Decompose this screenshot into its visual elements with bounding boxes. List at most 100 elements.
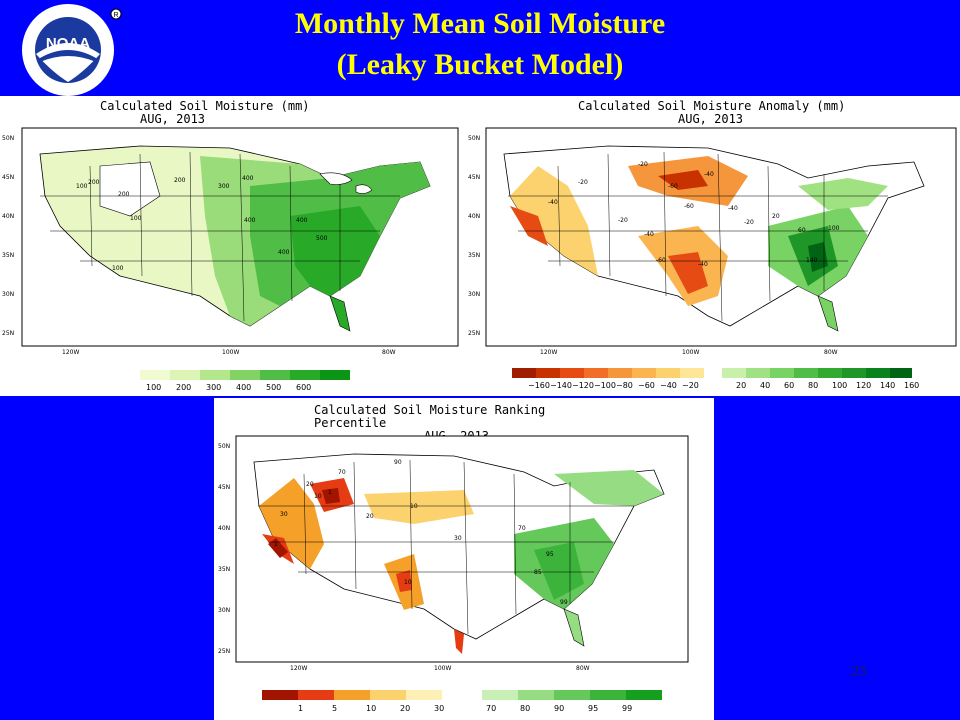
contour-label: -40 (704, 171, 714, 178)
colorbar-swatch (320, 370, 350, 380)
contour-label: 140 (806, 257, 818, 264)
contour-label: -60 (656, 257, 666, 264)
lat-tick: 35N (2, 252, 14, 259)
colorbar-label: −60 (638, 381, 655, 390)
colorbar-swatch (608, 368, 632, 378)
contour-label: 20 (366, 513, 374, 520)
colorbar-label: 80 (808, 381, 819, 390)
colorbar-label: 95 (588, 704, 599, 713)
colorbar-swatch (722, 368, 746, 378)
svg-text:R: R (113, 12, 118, 19)
contour-label: 70 (338, 469, 346, 476)
colorbar-label: 400 (236, 383, 252, 392)
lon-tick: 100W (434, 665, 451, 672)
colorbar-label: 10 (366, 704, 377, 713)
colorbar-label: −100 (594, 381, 616, 390)
lon-tick: 80W (824, 349, 838, 356)
contour-label: -20 (578, 179, 588, 186)
colorbar-swatch (406, 690, 442, 700)
contour-label: -20 (638, 161, 648, 168)
logo-text: NOAA (46, 35, 90, 52)
colorbar-swatch (262, 690, 298, 700)
contour-label: 400 (242, 175, 254, 182)
contour-label: 85 (534, 569, 542, 576)
colorbar-swatch (746, 368, 770, 378)
colorbar-swatch (656, 368, 680, 378)
colorbar-swatch (584, 368, 608, 378)
colorbar-label: 500 (266, 383, 282, 392)
colorbar-label: 60 (784, 381, 795, 390)
colorbar-label: 80 (520, 704, 531, 713)
contour-label: -40 (728, 205, 738, 212)
contour-label: 1 (274, 541, 278, 548)
colorbar-swatch (590, 690, 626, 700)
colorbar-label: −40 (660, 381, 677, 390)
noaa-logo: NOAA R (22, 4, 122, 96)
lat-tick: 40N (218, 525, 230, 532)
colorbar-label: 90 (554, 704, 565, 713)
colorbar-swatch (632, 368, 656, 378)
lat-tick: 30N (218, 607, 230, 614)
contour-label: 90 (394, 459, 402, 466)
colorbar-label: 300 (206, 383, 222, 392)
colorbar-swatch (230, 370, 260, 380)
colorbar-swatch (818, 368, 842, 378)
colorbar-swatch (794, 368, 818, 378)
contour-label: 1 (328, 489, 332, 496)
colorbar-label: 20 (400, 704, 411, 713)
lat-tick: 30N (2, 291, 14, 298)
contour-label: 400 (244, 217, 256, 224)
contour-label: 400 (278, 249, 290, 256)
colorbar-swatch (170, 370, 200, 380)
contour-label: 200 (88, 179, 100, 186)
colorbar-label: 1 (298, 704, 304, 713)
map3-plot: 70 90 20 10 1 30 10 20 30 70 95 85 99 10… (218, 435, 689, 672)
slide-title: Monthly Mean Soil Moisture (294, 7, 666, 40)
contour-label: 10 (404, 579, 412, 586)
contour-label: 60 (798, 227, 806, 234)
lat-tick: 40N (2, 213, 14, 220)
colorbar-label: 5 (332, 704, 338, 713)
map3-title: Calculated Soil Moisture Ranking Percent… (314, 403, 546, 430)
colorbar-label: 100 (146, 383, 162, 392)
colorbar-label: 140 (880, 381, 896, 390)
colorbar-swatch (512, 368, 536, 378)
colorbar-label: −20 (682, 381, 699, 390)
lat-tick: 45N (218, 484, 230, 491)
lon-tick: 80W (576, 665, 590, 672)
colorbar-label: 99 (622, 704, 633, 713)
map2-title: Calculated Soil Moisture Anomaly (mm) (578, 99, 846, 113)
lat-tick: 30N (468, 291, 480, 298)
colorbar-swatch (200, 370, 230, 380)
colorbar-swatch (866, 368, 890, 378)
lat-tick: 50N (2, 135, 14, 142)
colorbar-swatch (626, 690, 662, 700)
contour-label: 20 (306, 481, 314, 488)
colorbar-label: −160 (528, 381, 550, 390)
colorbar-label: 120 (856, 381, 872, 390)
lat-tick: 35N (468, 252, 480, 259)
lon-tick: 120W (62, 349, 79, 356)
contour-label: -20 (744, 219, 754, 226)
contour-label: -20 (618, 217, 628, 224)
contour-label: 30 (280, 511, 288, 518)
colorbar-swatch (370, 690, 406, 700)
contour-label: -40 (698, 261, 708, 268)
colorbar-swatch (536, 368, 560, 378)
contour-label: 400 (296, 217, 308, 224)
contour-label: 20 (772, 213, 780, 220)
contour-label: 10 (410, 503, 418, 510)
slide-number: 23 (852, 664, 866, 679)
lon-tick: 100W (682, 349, 699, 356)
lat-tick: 45N (468, 174, 480, 181)
map1-title: Calculated Soil Moisture (mm) (100, 99, 310, 113)
lat-tick: 50N (468, 135, 480, 142)
colorbar-label: −140 (550, 381, 572, 390)
contour-label: -40 (644, 231, 654, 238)
contour-label: -40 (548, 199, 558, 206)
lat-tick: 25N (218, 648, 230, 655)
contour-label: 200 (118, 191, 130, 198)
colorbar-label: −80 (616, 381, 633, 390)
map1-subtitle: AUG, 2013 (140, 112, 206, 126)
colorbar-swatch (770, 368, 794, 378)
